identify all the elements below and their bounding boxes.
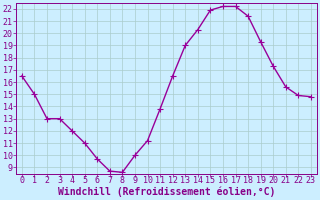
X-axis label: Windchill (Refroidissement éolien,°C): Windchill (Refroidissement éolien,°C) (58, 187, 275, 197)
